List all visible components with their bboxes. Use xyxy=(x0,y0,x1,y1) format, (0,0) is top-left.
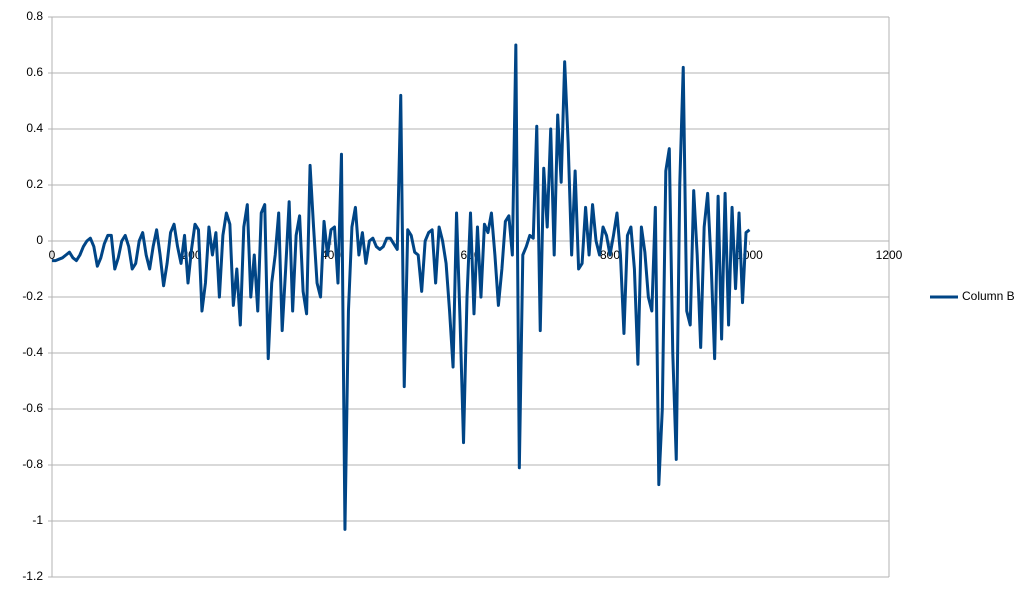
y-tick-label: 0 xyxy=(36,233,43,247)
x-tick-label: 1200 xyxy=(876,248,903,262)
y-tick-label: -1.2 xyxy=(22,569,43,583)
legend-label: Column B xyxy=(962,289,1015,303)
data-line xyxy=(52,43,751,531)
y-tick-label: 0.6 xyxy=(26,65,43,79)
x-tick-label: 0 xyxy=(49,248,56,262)
y-tick-label: -0.8 xyxy=(22,457,43,471)
x-tick-label: 1000 xyxy=(736,248,763,262)
y-tick-label: -1 xyxy=(32,513,43,527)
y-tick-label: -0.4 xyxy=(22,345,43,359)
y-tick-label: 0.8 xyxy=(26,9,43,23)
y-tick-label: -0.2 xyxy=(22,289,43,303)
y-tick-label: -0.6 xyxy=(22,401,43,415)
y-tick-label: 0.2 xyxy=(26,177,43,191)
y-tick-label: 0.4 xyxy=(26,121,43,135)
